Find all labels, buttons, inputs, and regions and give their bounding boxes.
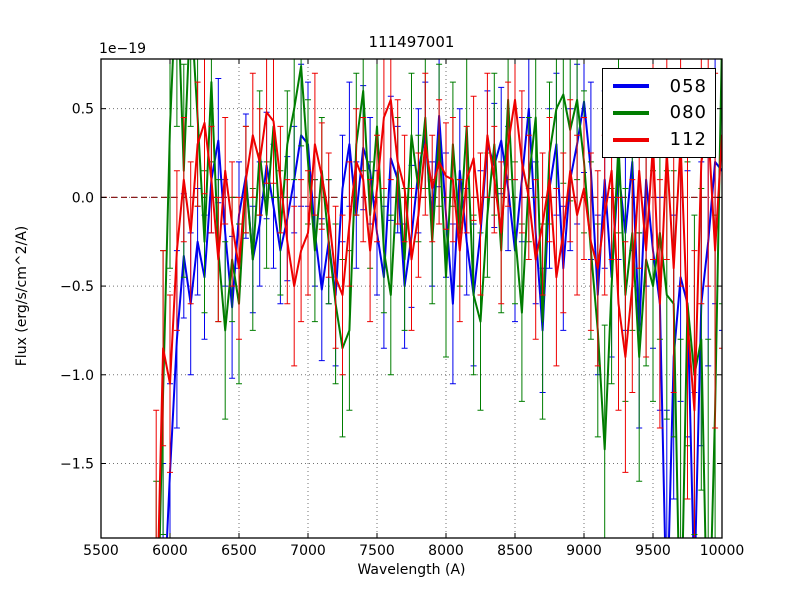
y-tick-label: −1.0: [60, 368, 94, 384]
legend-label: 058: [669, 75, 707, 97]
y-tick-label: −0.5: [60, 279, 94, 295]
legend-line-swatch-green: [613, 110, 649, 115]
y-axis-label: Flux (erg/s/cm^2/A): [14, 225, 30, 367]
legend-item-058: 058: [613, 73, 707, 99]
legend-line-swatch-blue: [613, 84, 649, 89]
series-line-112: [157, 98, 722, 538]
legend-box: 058 080 112: [602, 68, 716, 158]
tick-marks: [100, 59, 723, 538]
chart-title: 111497001: [368, 33, 455, 51]
x-tick-label: 6500: [221, 543, 257, 559]
y-axis-offset-label: 1e−19: [99, 41, 147, 57]
x-tick-label: 8500: [497, 543, 533, 559]
x-tick-label: 6000: [152, 543, 188, 559]
x-axis-label: Wavelength (A): [357, 562, 466, 578]
series-line-058: [165, 100, 722, 538]
x-tick-label: 10000: [700, 543, 745, 559]
x-tick-label: 7500: [359, 543, 395, 559]
legend-item-080: 080: [613, 100, 707, 126]
legend-item-112: 112: [613, 127, 707, 153]
series-group-112: [153, 59, 722, 538]
axes-frame: [100, 58, 723, 539]
x-tick-label: 5500: [83, 543, 119, 559]
y-tick-label: 0.5: [72, 102, 94, 118]
x-tick-label: 9500: [635, 543, 671, 559]
y-tick-label: 0.0: [72, 190, 94, 206]
x-tick-label: 9000: [566, 543, 602, 559]
legend-label: 080: [669, 102, 707, 124]
legend-line-swatch-red: [613, 137, 649, 142]
x-tick-label: 8000: [428, 543, 464, 559]
x-tick-label: 7000: [290, 543, 326, 559]
legend-label: 112: [669, 129, 707, 151]
y-tick-label: −1.5: [60, 456, 94, 472]
